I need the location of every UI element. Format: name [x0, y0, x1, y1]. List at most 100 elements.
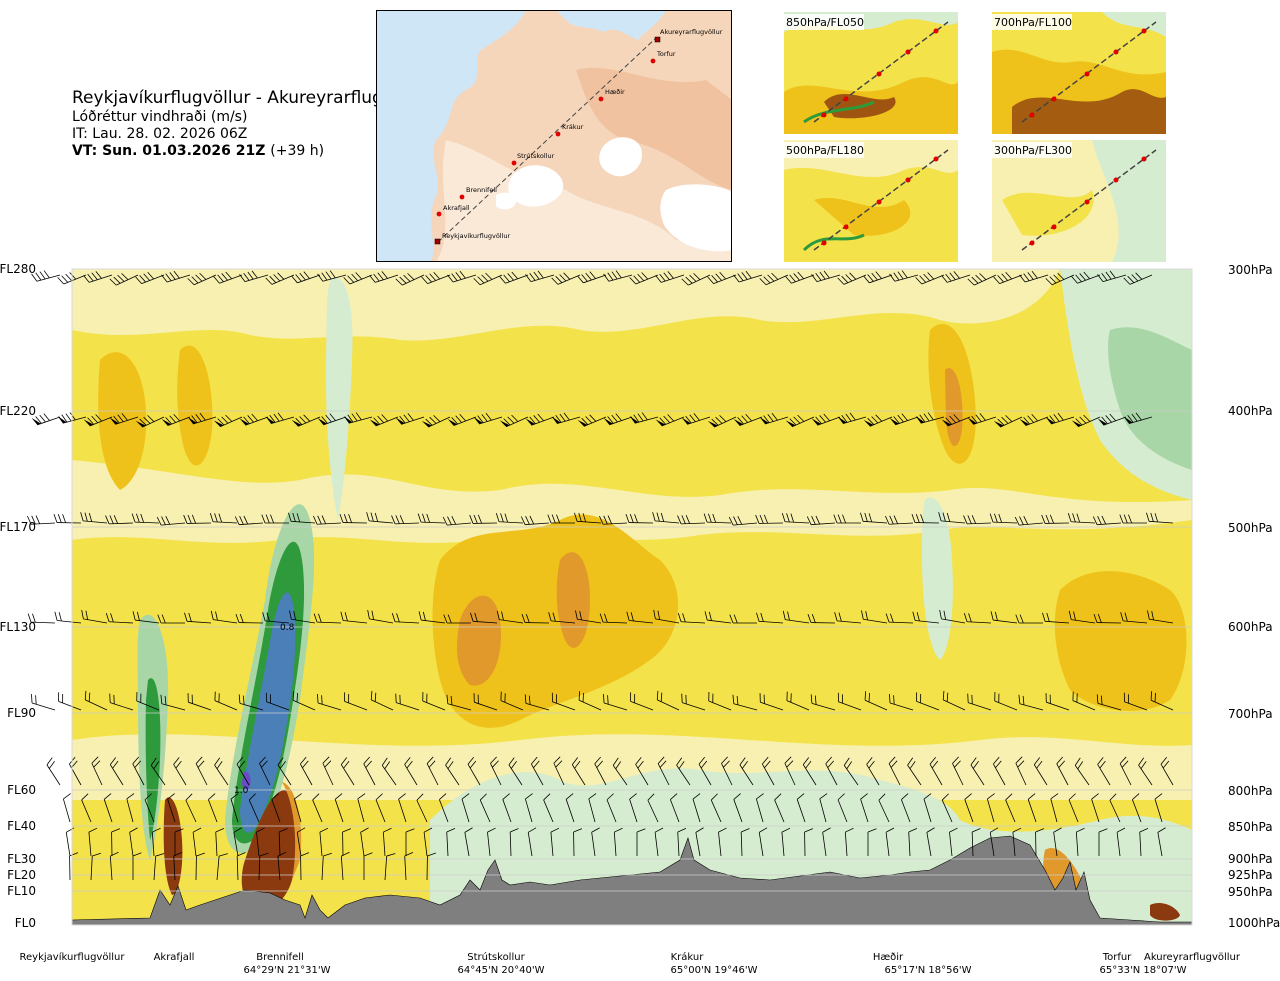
wind-barb [1068, 793, 1079, 823]
wind-barb [265, 272, 295, 285]
panel-label-500: 500hPa/FL180 [786, 144, 864, 157]
wind-barb [916, 692, 940, 711]
wind-barb [677, 828, 687, 857]
title-block: Reykjavíkurflugvöllur - Akureyrarflugvöl… [72, 88, 431, 160]
wind-barb [367, 609, 394, 624]
wind-barb [860, 512, 888, 524]
wind-barb [1160, 756, 1174, 786]
wind-barb [704, 611, 732, 624]
fl-tick-220: FL220 [0, 404, 36, 418]
wind-barb [1005, 793, 1016, 823]
wind-barb [185, 793, 197, 823]
wind-barb [993, 415, 1023, 428]
wind-barb [292, 691, 316, 711]
wind-barb [340, 611, 368, 624]
pt-name-brennifell: Brennifell [256, 952, 304, 963]
map-glacier-3 [660, 184, 732, 252]
wind-barb [613, 827, 623, 857]
wind-barb [825, 756, 838, 786]
wind-barb [63, 793, 71, 823]
wind-barb [654, 827, 664, 857]
wind-barb [864, 691, 888, 711]
wind-barb [591, 827, 600, 857]
wind-barb [1109, 793, 1121, 823]
wind-barb [710, 793, 722, 823]
wind-barb [421, 271, 451, 284]
wind-barb [81, 609, 108, 624]
p-tick-700: 700hPa [1228, 707, 1273, 721]
wind-barb [625, 513, 654, 524]
wind-barb [524, 694, 550, 711]
wind-barb [681, 693, 706, 711]
wind-barb [233, 827, 242, 857]
wind-barb [531, 756, 544, 786]
fl-tick-10: FL10 [7, 884, 36, 898]
wind-barb [1091, 793, 1100, 823]
terrain-profile [72, 835, 1192, 925]
wind-barb [340, 851, 350, 881]
wind-barb [967, 273, 997, 286]
wind-barb [844, 827, 854, 857]
pt-name-akrafjall: Akrafjall [154, 952, 195, 963]
p-tick-300: 300hPa [1228, 263, 1273, 277]
p-tick-950: 950hPa [1228, 885, 1273, 899]
wind-barb [843, 757, 859, 786]
wind-barb [626, 611, 654, 624]
wind-barb [1015, 614, 1043, 624]
wind-barb [1056, 756, 1069, 786]
wind-barb [473, 693, 498, 711]
wind-barb [80, 512, 108, 524]
wind-barb [647, 793, 659, 823]
wind-barb [782, 610, 810, 624]
wind-barb [1045, 272, 1075, 286]
wind-barb [132, 611, 160, 624]
level-panel-850: 850hPa/FL050 [784, 12, 958, 134]
wind-barb [1123, 692, 1148, 711]
wind-barb [993, 271, 1023, 284]
wind-barb [963, 515, 992, 525]
wind-barb [109, 413, 139, 425]
wind-barb [926, 827, 935, 857]
wind-barb [258, 852, 269, 881]
wind-barb [755, 514, 784, 524]
wind-barb [762, 756, 775, 786]
wind-barb [57, 272, 87, 285]
wind-barb [971, 828, 981, 857]
wind-barb [692, 793, 701, 823]
wind-barb [819, 793, 828, 823]
wind-barb [740, 828, 750, 857]
wind-barb [676, 757, 691, 786]
map-route-line [437, 37, 657, 243]
wind-barb [989, 827, 999, 857]
wind-barb [317, 693, 342, 711]
wind-barb [319, 827, 329, 857]
wind-barb [721, 756, 733, 786]
wind-barb [756, 612, 784, 624]
wind-barb [1053, 827, 1062, 857]
pt-coord-strutskollur: 64°45'N 20°40'W [458, 965, 545, 976]
wind-barb [469, 514, 498, 524]
wind-barb [1075, 827, 1085, 857]
fl-tick-280: FL280 [0, 262, 36, 276]
wind-barb [382, 827, 392, 857]
wind-barb [707, 415, 737, 428]
wind-barb [551, 412, 581, 424]
wind-barb [395, 413, 425, 425]
wind-barb [103, 793, 113, 823]
wind-barb [294, 793, 302, 823]
wind-barb [574, 512, 602, 524]
wind-barb [157, 614, 185, 624]
wind-barb [733, 413, 763, 426]
wind-barb [261, 514, 289, 524]
wind-barb [446, 828, 456, 857]
wind-barb [443, 614, 471, 624]
wind-barb [239, 413, 269, 426]
wind-barb [1019, 270, 1049, 283]
wind-barb [1119, 514, 1147, 524]
wind-barbs [27, 270, 1174, 881]
wind-barb [502, 793, 512, 823]
wind-barb [81, 793, 92, 823]
wind-barb [340, 757, 355, 786]
wind-barb [277, 757, 292, 786]
